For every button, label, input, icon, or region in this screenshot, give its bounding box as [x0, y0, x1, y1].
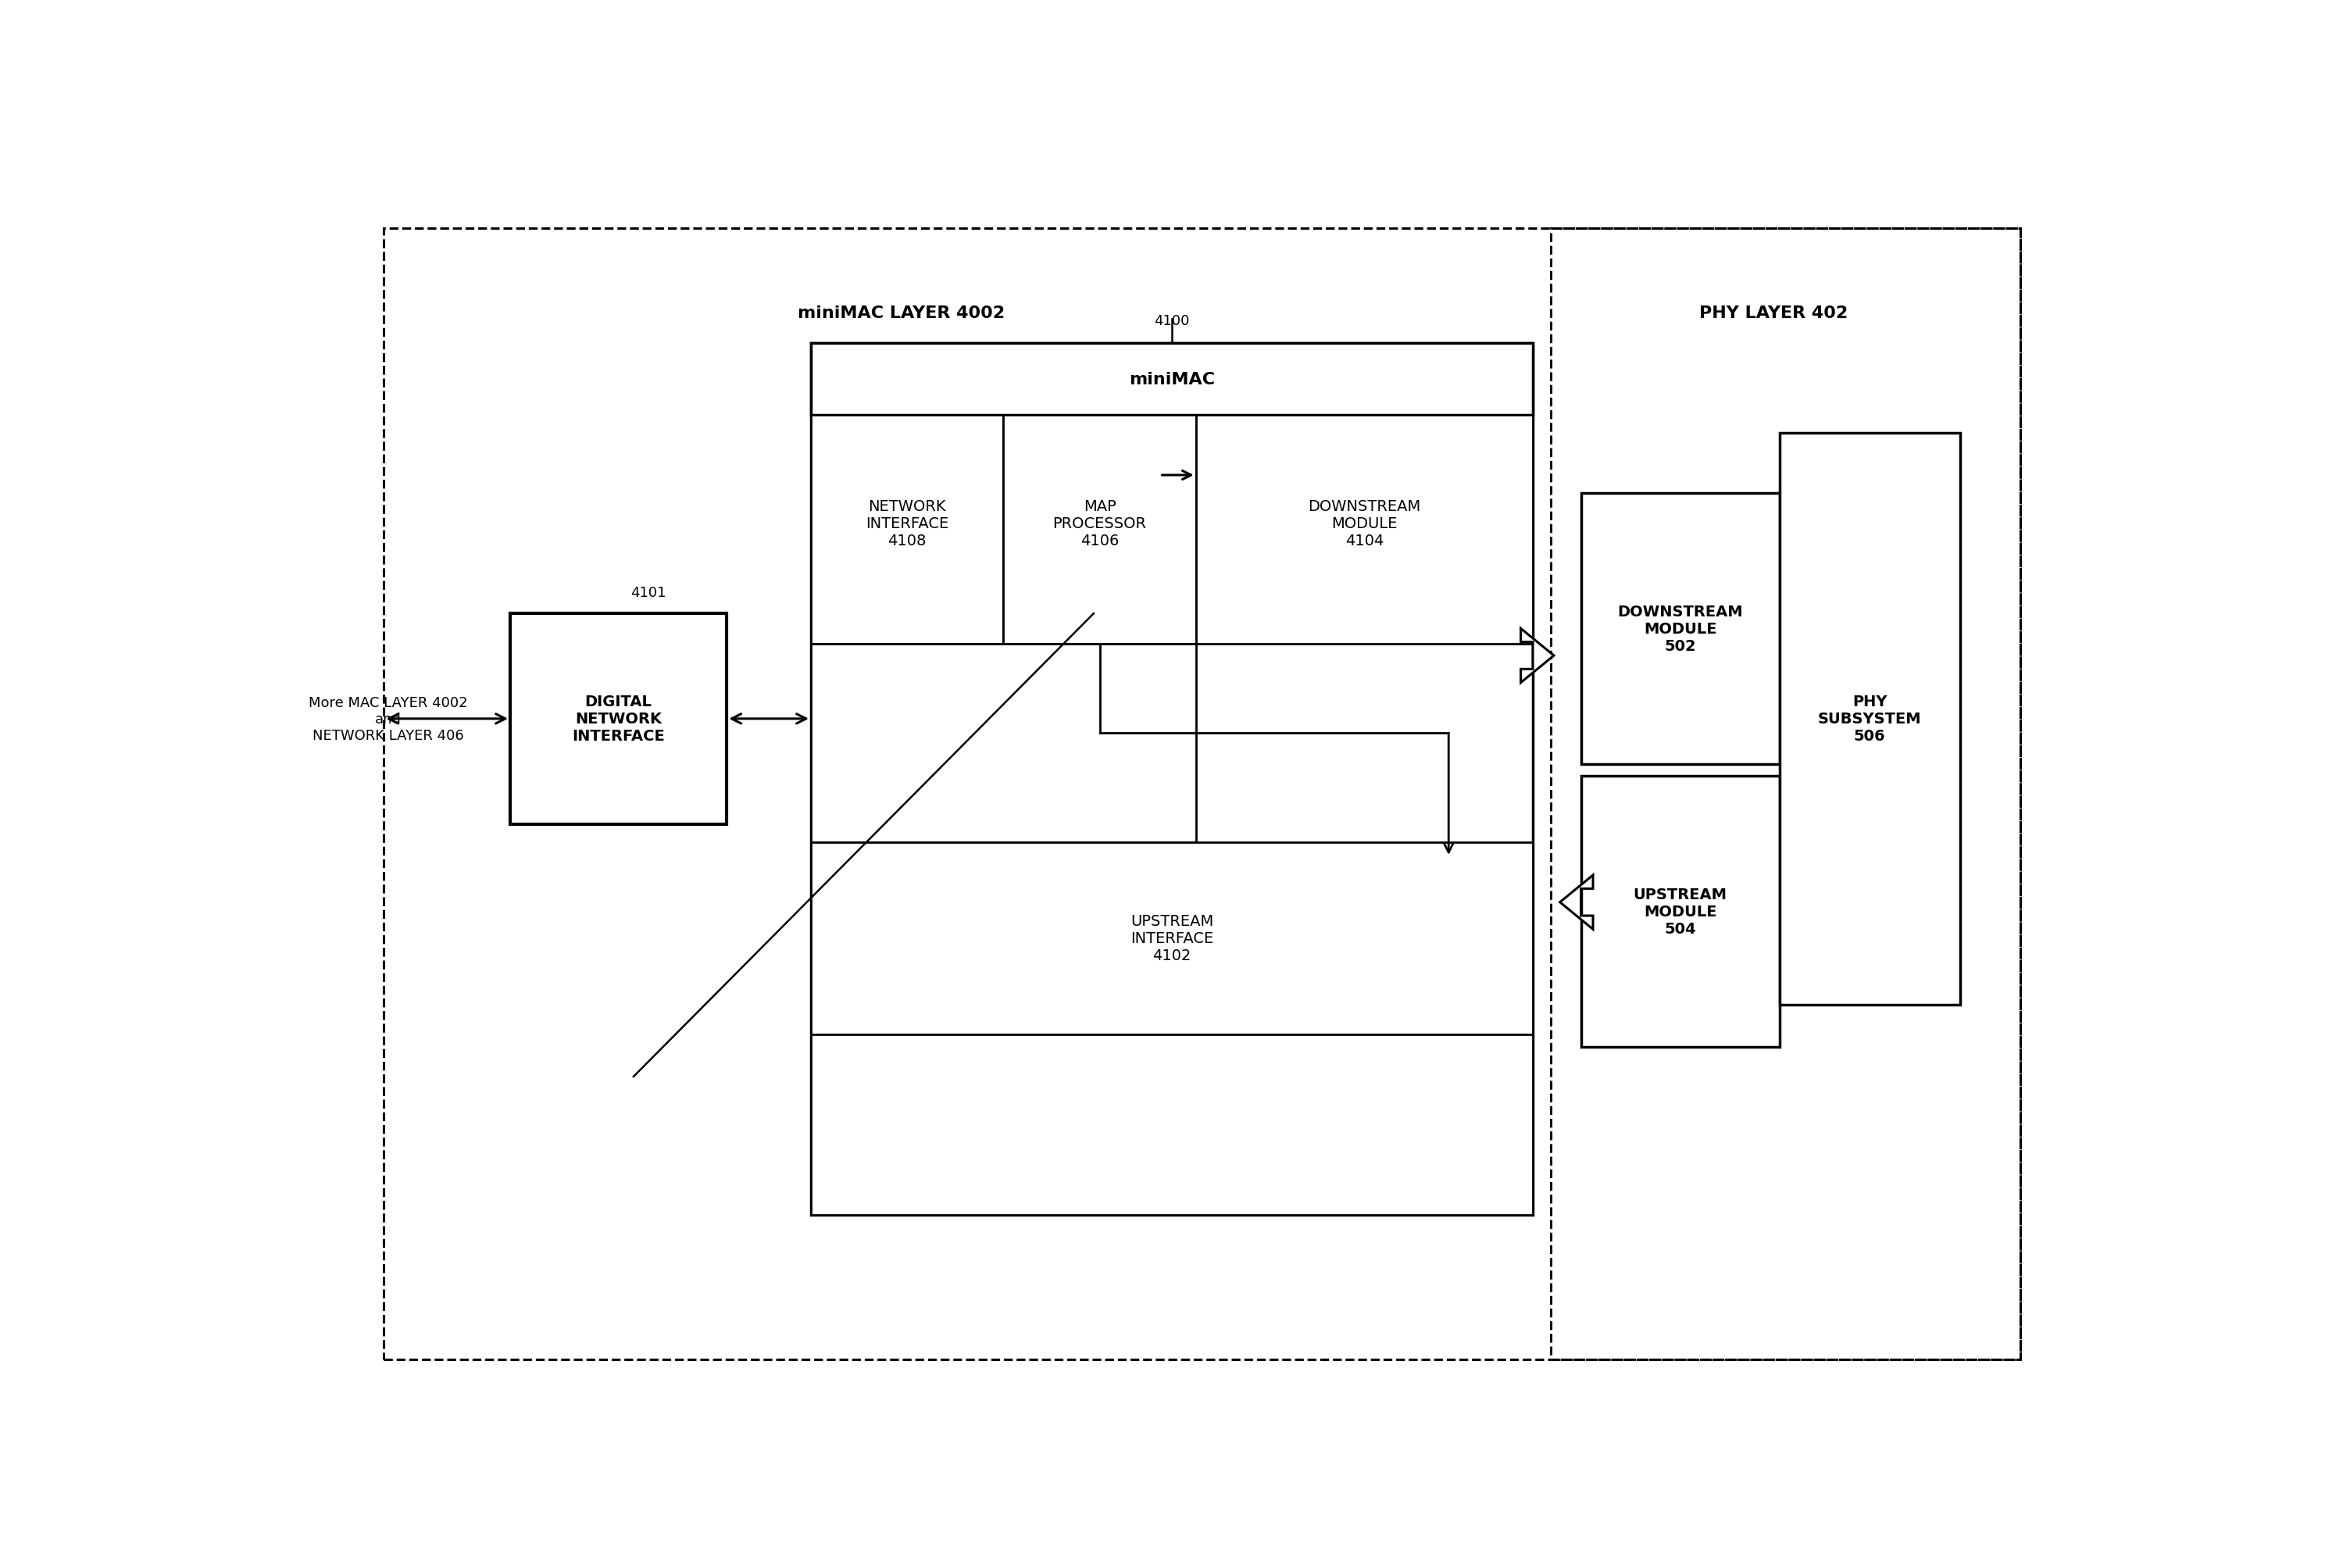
Bar: [811, 416, 1003, 644]
Bar: [1779, 433, 1960, 1005]
FancyArrow shape: [1520, 629, 1553, 684]
Text: DIGITAL
NETWORK
INTERFACE: DIGITAL NETWORK INTERFACE: [571, 695, 665, 743]
Text: miniMAC: miniMAC: [1128, 372, 1215, 387]
Bar: [1551, 229, 2021, 1359]
Text: DOWNSTREAM
MODULE
502: DOWNSTREAM MODULE 502: [1617, 604, 1744, 654]
FancyArrow shape: [1560, 875, 1593, 930]
Bar: [1003, 416, 1196, 644]
Bar: [510, 613, 726, 825]
Text: UPSTREAM
INTERFACE
4102: UPSTREAM INTERFACE 4102: [1130, 914, 1213, 963]
Text: 4101: 4101: [630, 586, 667, 601]
Bar: [1582, 494, 1779, 764]
Bar: [811, 842, 1532, 1035]
Text: miniMAC LAYER 4002: miniMAC LAYER 4002: [797, 306, 1006, 321]
Text: PHY LAYER 402: PHY LAYER 402: [1699, 306, 1847, 321]
Text: PHY
SUBSYSTEM
506: PHY SUBSYSTEM 506: [1819, 695, 1922, 743]
Text: NETWORK
INTERFACE
4108: NETWORK INTERFACE 4108: [865, 499, 949, 549]
Bar: [1582, 776, 1779, 1047]
Bar: [811, 343, 1532, 416]
Text: DOWNSTREAM
MODULE
4104: DOWNSTREAM MODULE 4104: [1309, 499, 1422, 549]
Text: 4100: 4100: [1154, 314, 1189, 328]
Bar: [1196, 416, 1532, 644]
Bar: [811, 343, 1532, 1215]
Bar: [811, 1035, 1532, 1215]
Text: MAP
PROCESSOR
4106: MAP PROCESSOR 4106: [1053, 499, 1147, 549]
Text: UPSTREAM
MODULE
504: UPSTREAM MODULE 504: [1633, 887, 1727, 936]
Text: More MAC LAYER 4002
and
NETWORK LAYER 406: More MAC LAYER 4002 and NETWORK LAYER 40…: [308, 696, 468, 742]
Bar: [811, 644, 1196, 842]
